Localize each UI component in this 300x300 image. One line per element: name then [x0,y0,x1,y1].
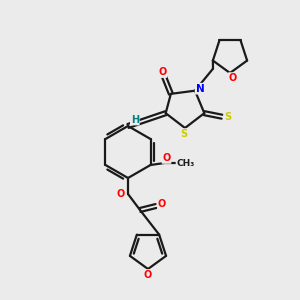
Text: O: O [144,270,152,280]
Text: O: O [158,199,166,209]
Text: S: S [180,129,188,139]
Text: N: N [196,84,204,94]
Text: O: O [162,153,171,163]
Text: O: O [229,73,237,83]
Text: S: S [224,112,232,122]
Text: O: O [158,67,166,77]
Text: H: H [131,115,139,124]
Text: O: O [117,189,125,199]
Text: CH₃: CH₃ [176,158,195,167]
